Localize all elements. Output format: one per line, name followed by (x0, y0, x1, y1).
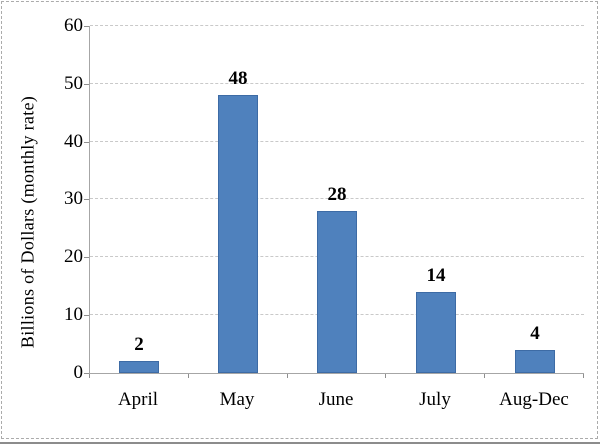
x-tick-mark-1 (188, 374, 189, 378)
bar-aug-dec (515, 350, 555, 373)
y-tick-label-0: 0 (73, 362, 84, 383)
gridline-40 (90, 141, 584, 142)
x-category-label-april: April (117, 389, 159, 410)
gridline-30 (90, 198, 584, 199)
y-tick-label-60: 60 (64, 15, 83, 36)
y-tick-label-30: 30 (64, 188, 83, 209)
y-tick-label-20: 20 (64, 246, 83, 267)
y-tick-mark-10 (84, 315, 89, 316)
x-category-label-july: July (419, 389, 451, 410)
x-tick-mark-4 (484, 374, 485, 378)
gridline-50 (90, 83, 584, 84)
bar-value-label-may: 48 (228, 68, 248, 89)
y-tick-label-50: 50 (64, 73, 83, 94)
plot-area: 2 48 28 14 4 (89, 25, 584, 374)
bar-value-label-july: 14 (426, 265, 446, 286)
bar-value-label-aug-dec: 4 (530, 323, 540, 344)
x-tick-mark-2 (287, 374, 288, 378)
y-tick-mark-60 (84, 26, 89, 27)
y-tick-mark-0 (84, 373, 89, 374)
y-tick-mark-20 (84, 257, 89, 258)
gridline-60 (90, 25, 584, 26)
x-category-label-aug-dec: Aug-Dec (499, 389, 569, 410)
bar-value-label-june: 28 (327, 184, 347, 205)
x-tick-mark-0 (89, 374, 90, 378)
x-category-label-june: June (318, 389, 354, 410)
bar-june (317, 211, 357, 373)
y-tick-mark-50 (84, 84, 89, 85)
x-tick-mark-5 (583, 374, 584, 378)
y-tick-mark-40 (84, 142, 89, 143)
y-tick-mark-30 (84, 199, 89, 200)
x-tick-mark-3 (385, 374, 386, 378)
y-tick-label-40: 40 (64, 131, 83, 152)
x-category-label-may: May (219, 389, 255, 410)
bar-july (416, 292, 456, 373)
bar-april (119, 361, 159, 373)
y-axis-title: Billions of Dollars (monthly rate) (17, 95, 38, 349)
bar-value-label-april: 2 (134, 334, 144, 355)
bar-may (218, 95, 258, 373)
y-tick-label-10: 10 (64, 304, 83, 325)
image-bottom-edge (0, 442, 600, 444)
